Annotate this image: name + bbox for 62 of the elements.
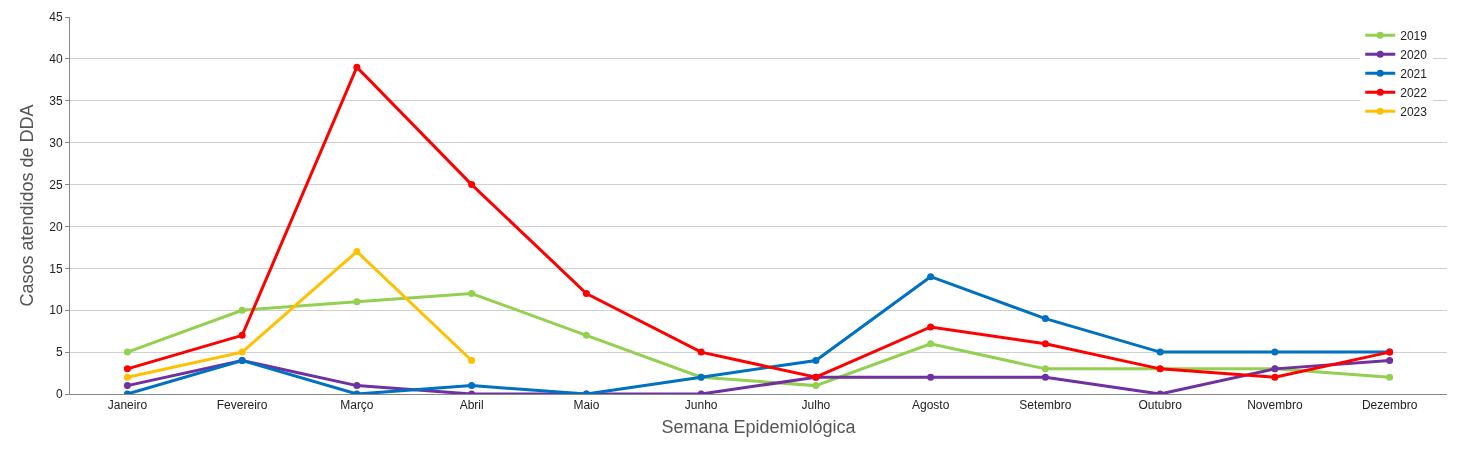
point [353,63,361,71]
point [353,298,361,306]
point [1041,365,1049,373]
x-tick-label: Novembro [1247,398,1303,413]
legend-label: 2020 [1400,47,1428,62]
x-axis-title: Semana Epidemiológica [661,416,857,437]
point [238,331,246,339]
point [927,273,935,281]
y-tick-label: 35 [49,93,63,108]
point [123,348,131,356]
x-tick-label: Julho [801,398,831,413]
point [353,382,361,390]
y-tick-label: 40 [49,52,63,67]
point [238,306,246,314]
x-tick-label: Agosto [911,398,950,413]
x-tick-label: Setembro [1019,398,1072,413]
point [1156,348,1164,356]
point [238,348,246,356]
legend-label: 2023 [1400,104,1428,119]
y-tick-label: 5 [55,345,63,360]
point [123,382,131,390]
point [1041,340,1049,348]
y-tick-label: 10 [49,303,63,318]
legend-label: 2022 [1400,85,1428,100]
point [1041,373,1049,381]
point [468,356,476,364]
point [353,248,361,256]
x-tick-label: Outubro [1138,398,1183,413]
point [468,181,476,189]
y-tick-label: 30 [49,135,63,150]
point [812,382,820,390]
x-tick-label: Dezembro [1361,398,1418,413]
point [1271,348,1279,356]
point [927,323,935,331]
y-tick-label: 25 [49,177,63,192]
point [582,331,590,339]
y-axis-title: Casos atendidos de DDA [17,104,38,307]
point [927,373,935,381]
point [812,356,820,364]
y-tick-label: 15 [49,261,63,276]
point [468,289,476,297]
point [123,365,131,373]
y-tick-label: 20 [49,219,63,234]
x-tick-label: Março [340,398,374,413]
x-tick-label: Abril [459,398,484,413]
point [927,340,935,348]
point [1386,356,1394,364]
legend-label: 2021 [1400,66,1428,81]
point [123,373,131,381]
point [697,348,705,356]
x-tick-label: Fevereiro [216,398,268,413]
x-tick-label: Janeiro [107,398,148,413]
point [1041,315,1049,323]
y-tick-label: 0 [55,387,63,402]
point [1386,373,1394,381]
x-tick-label: Junho [684,398,718,413]
point [582,289,590,297]
x-tick-label: Maio [573,398,600,413]
legend-label: 2019 [1400,28,1428,43]
point [468,382,476,390]
y-tick-label: 45 [49,10,63,25]
point [1271,373,1279,381]
